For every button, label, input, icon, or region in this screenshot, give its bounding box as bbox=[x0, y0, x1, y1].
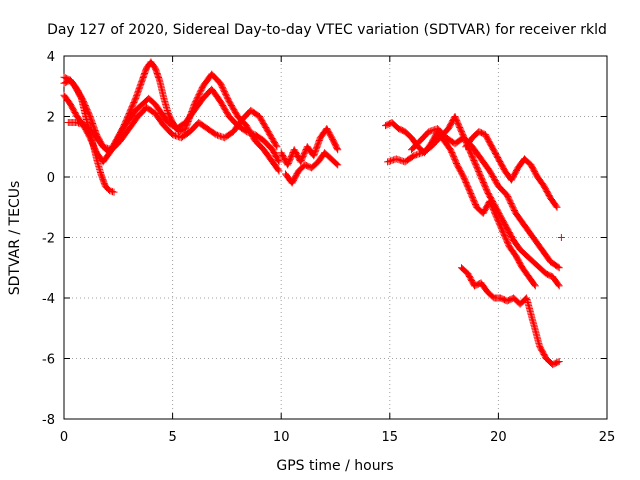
y-tick-label: 0 bbox=[47, 171, 55, 186]
x-tick-label: 5 bbox=[168, 430, 176, 445]
series-markers bbox=[557, 234, 565, 241]
data-points bbox=[60, 58, 565, 369]
series-markers bbox=[277, 125, 342, 169]
series-markers bbox=[282, 149, 342, 187]
series-track-5 bbox=[277, 125, 342, 169]
series-track-7 bbox=[382, 119, 539, 290]
series-markers bbox=[382, 119, 539, 290]
series-track-4 bbox=[64, 103, 281, 154]
series-track-11 bbox=[458, 264, 563, 369]
y-tick-label: -4 bbox=[42, 292, 55, 307]
y-axis-label: SDTVAR / TECUs bbox=[7, 181, 23, 296]
y-tick-label: -2 bbox=[42, 232, 55, 247]
series-markers bbox=[64, 103, 281, 154]
y-tick-label: 2 bbox=[47, 111, 55, 126]
x-axis-label: GPS time / hours bbox=[276, 458, 393, 474]
chart-title: Day 127 of 2020, Sidereal Day-to-day VTE… bbox=[47, 22, 607, 38]
series-markers bbox=[458, 264, 563, 369]
x-tick-label: 10 bbox=[273, 430, 290, 445]
x-tick-label: 20 bbox=[490, 430, 507, 445]
x-axis-ticks: 0 5 10 15 20 25 bbox=[60, 56, 615, 445]
series-markers bbox=[462, 128, 561, 211]
y-tick-label: -6 bbox=[42, 353, 55, 368]
y-tick-label: -8 bbox=[42, 413, 55, 428]
series-track-10 bbox=[462, 128, 561, 211]
x-tick-label: 0 bbox=[60, 430, 68, 445]
x-tick-label: 15 bbox=[382, 430, 399, 445]
series-track-12 bbox=[557, 234, 565, 241]
y-axis-ticks: -8 -6 -4 -2 0 2 4 bbox=[42, 50, 607, 428]
series-track-6 bbox=[282, 149, 342, 187]
x-tick-label: 25 bbox=[599, 430, 616, 445]
y-tick-label: 4 bbox=[47, 50, 55, 65]
